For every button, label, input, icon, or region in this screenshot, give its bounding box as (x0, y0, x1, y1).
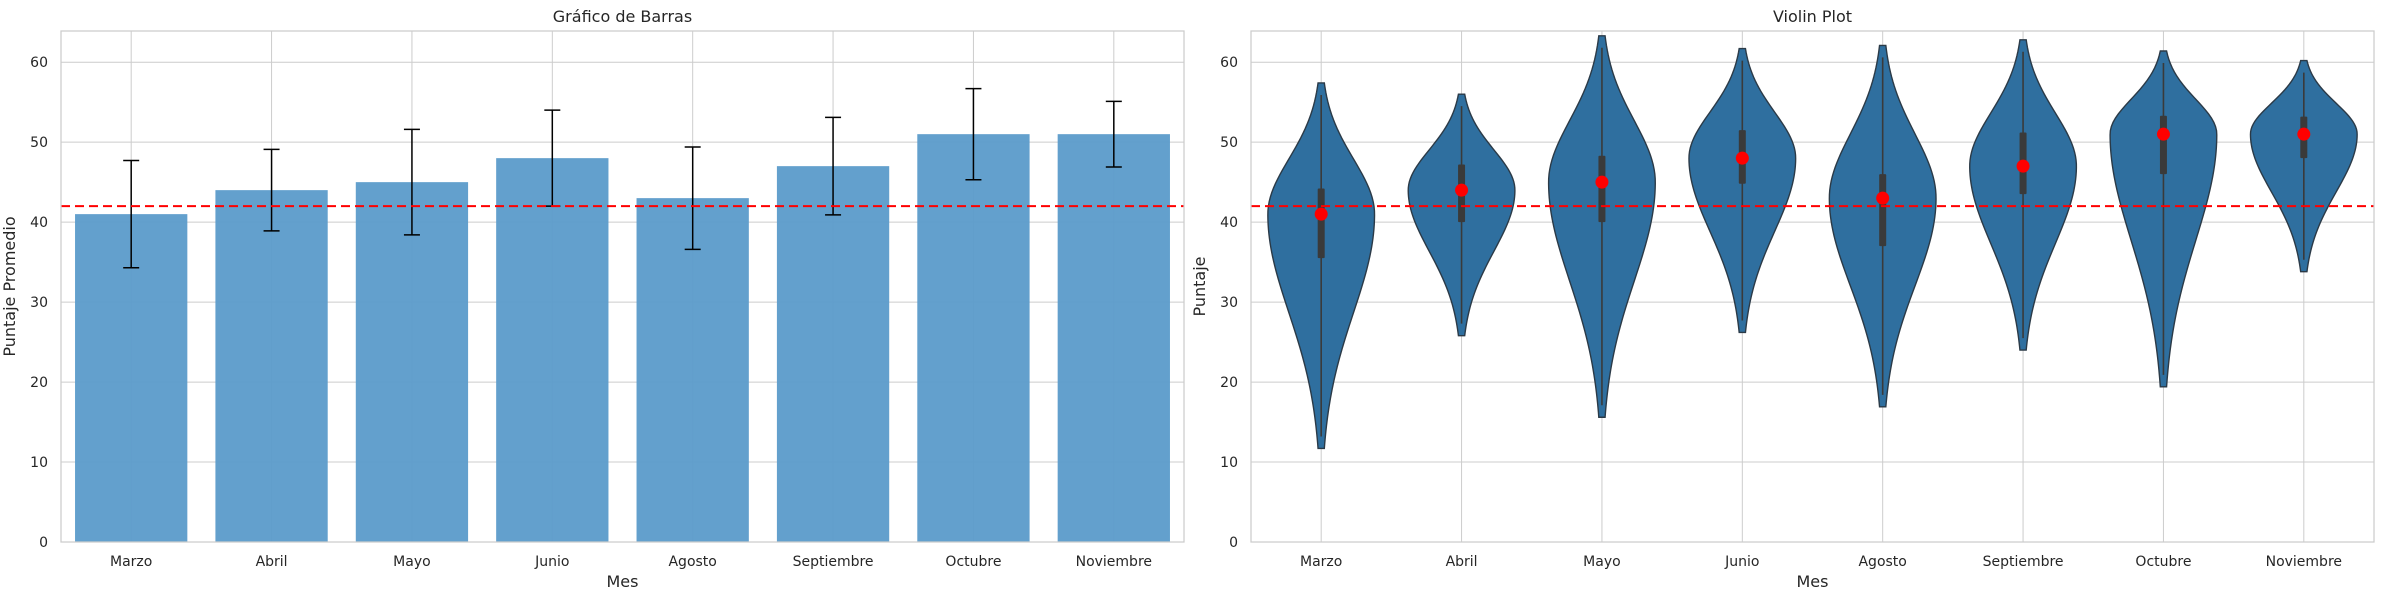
violin-quartile-box (2159, 115, 2167, 175)
violin-plot-panel: 0 10 20 30 40 50 60 Marzo Abril Mayo Junio Agosto Se… (1190, 7, 2375, 591)
mean-point (1314, 207, 1328, 221)
x-tick-label: Agosto (668, 554, 716, 570)
violin-quartile-box (1598, 155, 1606, 223)
bar (355, 182, 469, 542)
y-tick-label: 30 (30, 295, 48, 311)
x-axis-label: Mes (607, 572, 639, 591)
chart-title: Violin Plot (1773, 7, 1852, 26)
x-tick-label: Octubre (945, 554, 1001, 570)
y-tick-label: 20 (1220, 375, 1238, 391)
y-tick-label: 40 (1220, 215, 1238, 231)
mean-point (1735, 151, 1749, 165)
plot-frame (1250, 30, 2375, 543)
mean-point (2016, 159, 2030, 173)
x-tick-label: Abril (256, 554, 288, 570)
mean-point (2156, 127, 2170, 141)
x-tick-label: Mayo (1583, 554, 1621, 570)
x-tick-label: Agosto (1858, 554, 1906, 570)
x-tick-label: Septiembre (793, 554, 874, 570)
mean-point (1595, 175, 1609, 189)
mean-point (2297, 127, 2311, 141)
mean-point (1876, 191, 1890, 205)
bar (636, 198, 749, 542)
y-axis-label: Puntaje (1190, 256, 1209, 316)
y-tick-label: 60 (30, 55, 48, 71)
bar (917, 134, 1030, 543)
bar (215, 190, 328, 543)
x-axis-label: Mes (1797, 572, 1829, 591)
y-tick-label: 0 (39, 535, 48, 551)
y-tick-label: 10 (1220, 455, 1238, 471)
x-tick-label: Marzo (110, 554, 152, 570)
y-tick-label: 30 (1220, 295, 1238, 311)
y-tick-label: 10 (30, 455, 48, 471)
y-axis-label: Puntaje Promedio (0, 216, 19, 356)
x-tick-label: Septiembre (1983, 554, 2064, 570)
x-tick-label: Abril (1446, 554, 1478, 570)
mean-point (1455, 183, 1469, 197)
x-tick-label: Junio (534, 554, 569, 570)
violin-quartile-box (1879, 174, 1887, 247)
y-tick-label: 20 (30, 375, 48, 391)
x-tick-label: Noviembre (1076, 554, 1152, 570)
bar (1057, 134, 1170, 543)
x-tick-label: Noviembre (2266, 554, 2342, 570)
x-tick-label: Junio (1724, 554, 1759, 570)
plot-frame (60, 30, 1185, 543)
violin-quartile-box (1317, 188, 1325, 259)
x-tick-label: Mayo (393, 554, 431, 570)
y-tick-label: 0 (1229, 535, 1238, 551)
bar (776, 166, 890, 543)
y-tick-label: 40 (30, 215, 48, 231)
chart-title: Gráfico de Barras (553, 7, 692, 26)
y-tick-label: 50 (30, 135, 48, 151)
x-tick-label: Octubre (2135, 554, 2191, 570)
bar (496, 158, 609, 542)
bar-chart-panel: 0 10 20 30 40 50 60 Marzo Abril Mayo Junio Agosto Se… (0, 7, 1185, 591)
y-tick-label: 50 (1220, 135, 1238, 151)
y-tick-label: 60 (1220, 55, 1238, 71)
x-tick-label: Marzo (1300, 554, 1342, 570)
bar (75, 214, 188, 542)
